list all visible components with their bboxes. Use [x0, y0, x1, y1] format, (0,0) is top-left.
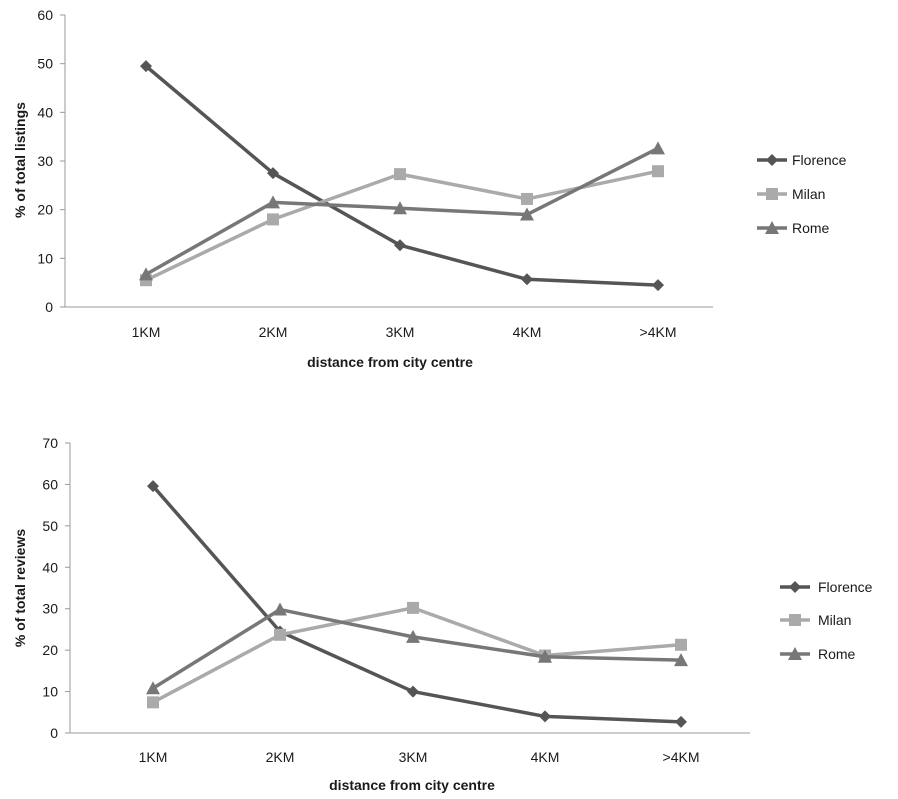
data-point-rome [406, 629, 420, 643]
legend-marker-rome [788, 647, 802, 660]
chart-reviews: 0 10 20 30 40 50 60 70 1KM 2KM 3KM 4KM >4KM distanc… [12, 435, 873, 793]
legend-label-rome: Rome [818, 646, 856, 662]
chart-1-y-axis-title: % of total listings [12, 102, 28, 218]
legend-marker-rome [765, 221, 779, 234]
data-point-florence [539, 710, 551, 723]
chart-2-y-ticks: 0 10 20 30 40 50 60 70 [42, 435, 70, 741]
data-point-milan [274, 628, 286, 641]
y-tick-label: 40 [42, 559, 58, 575]
y-tick-label: 70 [42, 435, 58, 451]
data-point-florence [521, 273, 533, 286]
series-line-rome [152, 607, 682, 690]
x-tick-label: 2KM [259, 324, 288, 340]
data-point-rome [520, 207, 534, 221]
data-point-florence [407, 685, 419, 698]
data-point-rome [651, 141, 665, 155]
y-tick-label: 30 [37, 153, 53, 169]
y-tick-label: 50 [42, 518, 58, 534]
y-tick-label: 10 [37, 250, 53, 266]
chart-1-legend: Florence Milan Rome [757, 152, 847, 236]
x-tick-label: >4KM [663, 749, 700, 765]
data-point-milan [652, 165, 664, 178]
y-tick-label: 30 [42, 601, 58, 617]
data-point-rome [139, 267, 153, 281]
x-tick-label: 3KM [399, 749, 428, 765]
data-point-rome [538, 649, 552, 663]
chart-2-x-ticks: 1KM 2KM 3KM 4KM >4KM [139, 749, 700, 765]
data-point-florence [140, 60, 152, 73]
legend-label-florence: Florence [818, 579, 873, 595]
chart-1-x-ticks: 1KM 2KM 3KM 4KM >4KM [132, 324, 677, 340]
data-point-rome [273, 602, 287, 616]
chart-2-y-axis-title: % of total reviews [12, 529, 28, 647]
x-tick-label: 1KM [139, 749, 168, 765]
data-point-florence [652, 279, 664, 292]
series-line-milan [152, 606, 682, 704]
x-tick-label: 3KM [386, 324, 415, 340]
legend-label-rome: Rome [792, 220, 830, 236]
data-point-milan [267, 213, 279, 226]
y-tick-label: 60 [42, 476, 58, 492]
y-tick-label: 0 [45, 299, 53, 315]
y-tick-label: 40 [37, 104, 53, 120]
y-tick-label: 60 [37, 7, 53, 23]
y-tick-label: 50 [37, 56, 53, 72]
chart-2-x-axis-title: distance from city centre [329, 777, 495, 793]
data-point-florence [675, 715, 687, 728]
data-point-florence [267, 167, 279, 180]
data-point-milan [147, 696, 159, 709]
data-point-milan [521, 192, 533, 205]
legend-marker-florence [789, 581, 801, 593]
legend-marker-florence [766, 154, 778, 166]
chart-2-legend: Florence Milan Rome [780, 579, 873, 662]
data-point-rome [674, 653, 688, 667]
chart-1-series [139, 60, 665, 292]
data-point-rome [146, 681, 160, 695]
legend-label-milan: Milan [818, 612, 851, 628]
x-tick-label: 2KM [266, 749, 295, 765]
data-point-rome [266, 195, 280, 209]
chart-listings: 0 10 20 30 40 50 60 1KM 2KM 3KM 4KM >4KM distance … [12, 7, 847, 370]
legend-marker-milan [789, 614, 801, 626]
chart-1-x-axis-title: distance from city centre [307, 354, 473, 370]
y-tick-label: 0 [50, 725, 58, 741]
data-point-milan [407, 601, 419, 614]
y-tick-label: 20 [37, 202, 53, 218]
x-tick-label: >4KM [640, 324, 677, 340]
chart-1-y-ticks: 0 10 20 30 40 50 60 [37, 7, 65, 315]
x-tick-label: 4KM [513, 324, 542, 340]
data-point-milan [394, 168, 406, 181]
data-point-florence [394, 239, 406, 252]
legend-marker-milan [766, 188, 778, 200]
legend-label-florence: Florence [792, 152, 847, 168]
data-point-milan [675, 638, 687, 651]
x-tick-label: 4KM [531, 749, 560, 765]
data-point-florence [147, 480, 159, 493]
data-point-rome [393, 201, 407, 215]
legend-label-milan: Milan [792, 186, 825, 202]
x-tick-label: 1KM [132, 324, 161, 340]
chart-2-series [146, 480, 688, 728]
y-tick-label: 20 [42, 642, 58, 658]
y-tick-label: 10 [42, 684, 58, 700]
